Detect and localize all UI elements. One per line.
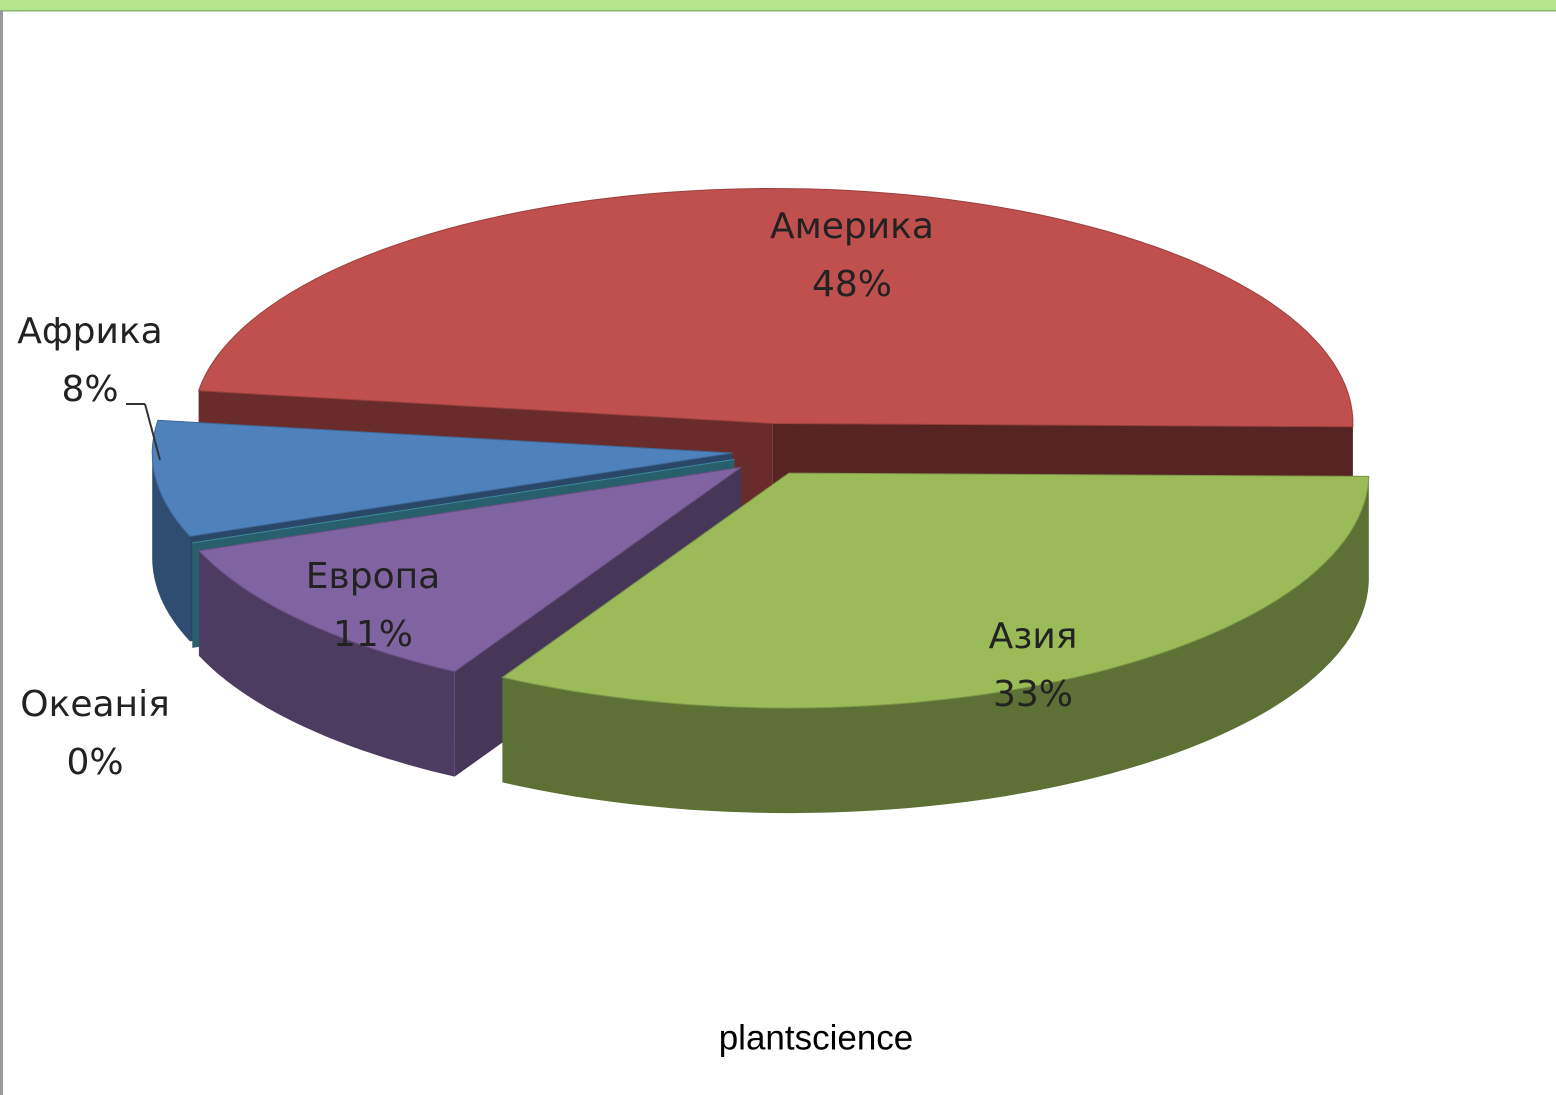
slice-value-label: 48% [812,264,892,305]
slice [192,458,735,544]
slice-label: Америка [770,206,934,247]
slice-value-label: 0% [66,742,123,783]
slice [501,472,1370,709]
slice [197,466,742,673]
pie [151,187,1370,814]
slice-value-label: 11% [333,614,413,655]
slice-label: Азия [989,616,1078,657]
slice-label: Океанія [20,684,169,725]
top-bar-edge [0,10,1556,12]
slice-label: Африка [17,311,162,352]
slice-wall [502,476,1369,814]
leader-line [144,403,161,461]
source: plantscience [719,1018,914,1057]
slice-wall [198,550,455,777]
top-bar [0,0,1556,10]
left-border [0,10,3,1095]
slice-wall [152,453,190,642]
slice-label: Европа [306,556,440,597]
slice-value-label: 8% [61,369,118,410]
slice [197,187,1354,428]
slice-value-label: 33% [993,674,1073,715]
